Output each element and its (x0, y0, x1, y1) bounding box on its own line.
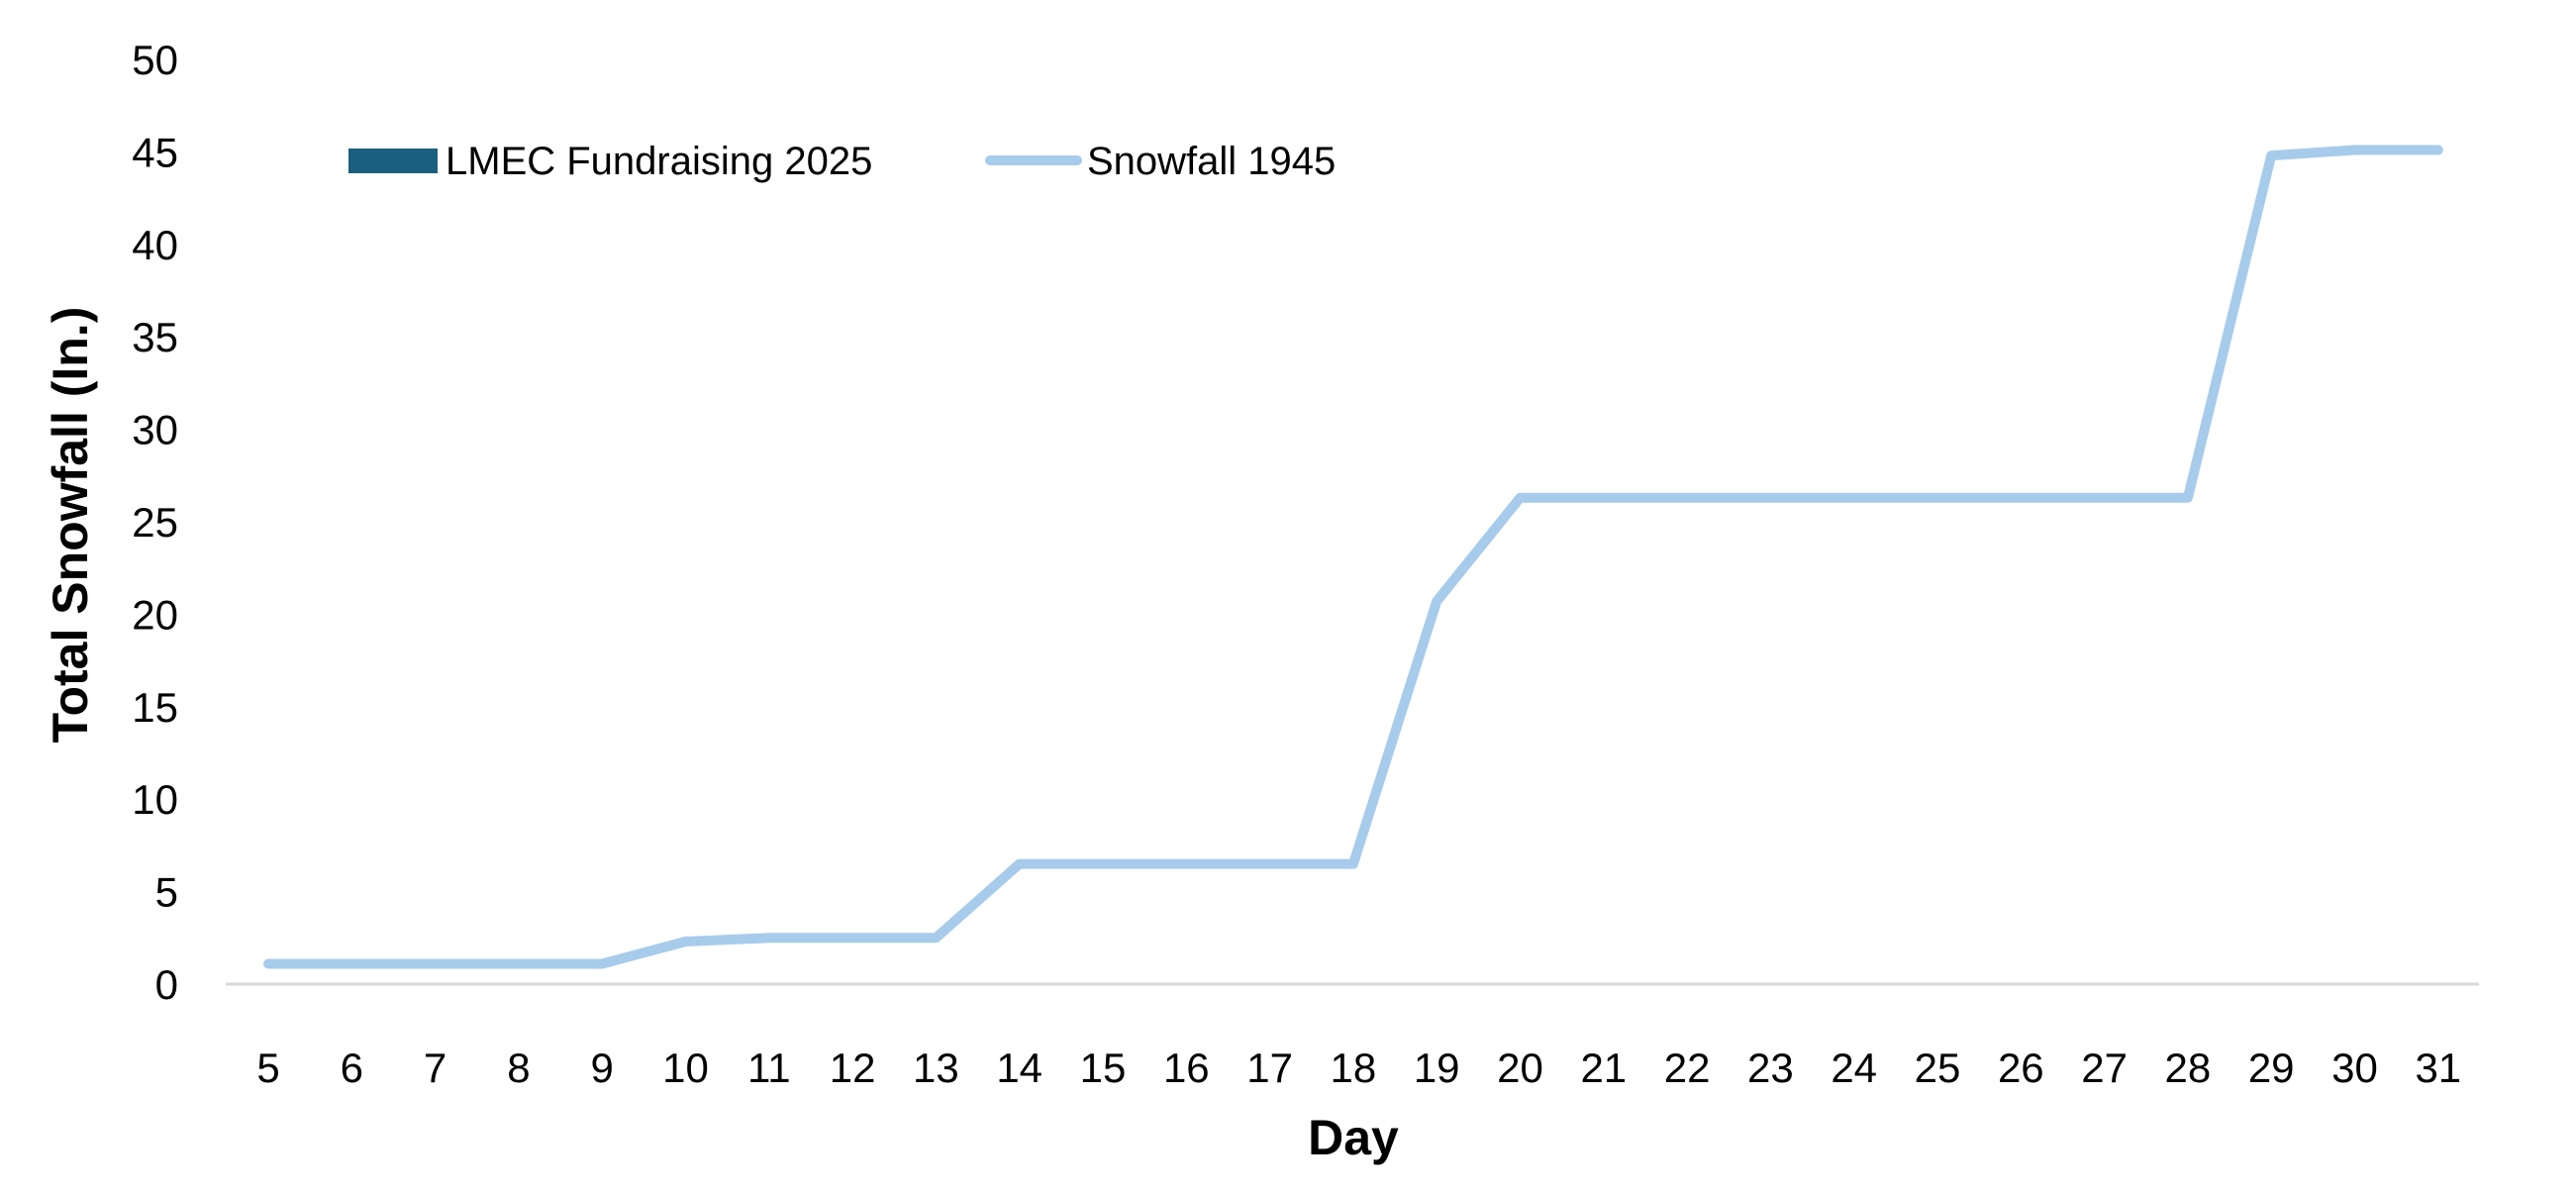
y-tick-label: 45 (132, 129, 178, 175)
legend-label: Snowfall 1945 (1087, 140, 1336, 183)
x-tick-label: 24 (1831, 1045, 1877, 1091)
x-tick-label: 26 (1998, 1045, 2044, 1091)
snowfall-1945-line (263, 145, 2443, 969)
y-axis-tick-labels: 0 5 10 15 20 25 30 35 40 45 50 (132, 37, 178, 1008)
y-tick-label: 0 (155, 961, 178, 1008)
legend-item-lmec-fundraising-2025[interactable]: LMEC Fundraising 2025 (348, 140, 872, 183)
x-tick-label: 19 (1414, 1045, 1460, 1091)
x-tick-label: 9 (591, 1045, 614, 1091)
y-tick-label: 20 (132, 591, 178, 638)
x-tick-label: 12 (830, 1045, 876, 1091)
x-tick-label: 25 (1915, 1045, 1961, 1091)
x-axis-tick-labels: 5 6 7 8 9 10 11 12 13 14 15 16 17 18 19 20 21 22 23 24 25 26 2… (256, 1045, 2461, 1091)
y-tick-label: 15 (132, 684, 178, 731)
x-tick-label: 10 (662, 1045, 709, 1091)
x-tick-label: 20 (1497, 1045, 1543, 1091)
y-tick-label: 30 (132, 407, 178, 453)
x-tick-label: 31 (2415, 1045, 2461, 1091)
x-tick-label: 11 (747, 1045, 791, 1091)
x-tick-label: 18 (1331, 1045, 1377, 1091)
y-tick-label: 40 (132, 222, 178, 268)
x-tick-label: 6 (341, 1045, 363, 1091)
legend-label: LMEC Fundraising 2025 (446, 140, 872, 183)
x-tick-label: 21 (1580, 1045, 1627, 1091)
legend: LMEC Fundraising 2025 Snowfall 1945 (348, 140, 1336, 183)
x-tick-label: 13 (913, 1045, 959, 1091)
x-axis-title: Day (1308, 1110, 1399, 1165)
x-tick-label: 5 (256, 1045, 279, 1091)
x-tick-label: 8 (507, 1045, 530, 1091)
x-tick-label: 27 (2081, 1045, 2128, 1091)
y-tick-label: 5 (155, 869, 178, 916)
y-tick-label: 25 (132, 499, 178, 546)
x-tick-label: 29 (2248, 1045, 2295, 1091)
x-tick-label: 30 (2331, 1045, 2378, 1091)
x-tick-label: 15 (1080, 1045, 1127, 1091)
bar-swatch-icon (348, 149, 438, 173)
x-tick-label: 16 (1163, 1045, 1210, 1091)
y-tick-label: 35 (132, 314, 178, 360)
y-axis-title: Total Snowfall (In.) (43, 307, 98, 744)
y-tick-label: 10 (132, 776, 178, 823)
x-tick-label: 14 (996, 1045, 1042, 1091)
x-tick-label: 17 (1246, 1045, 1293, 1091)
x-tick-label: 28 (2165, 1045, 2212, 1091)
legend-item-snowfall-1945[interactable]: Snowfall 1945 (985, 140, 1336, 183)
x-tick-label: 7 (424, 1045, 446, 1091)
y-tick-label: 50 (132, 37, 178, 83)
x-tick-label: 23 (1747, 1045, 1794, 1091)
x-tick-label: 22 (1664, 1045, 1711, 1091)
